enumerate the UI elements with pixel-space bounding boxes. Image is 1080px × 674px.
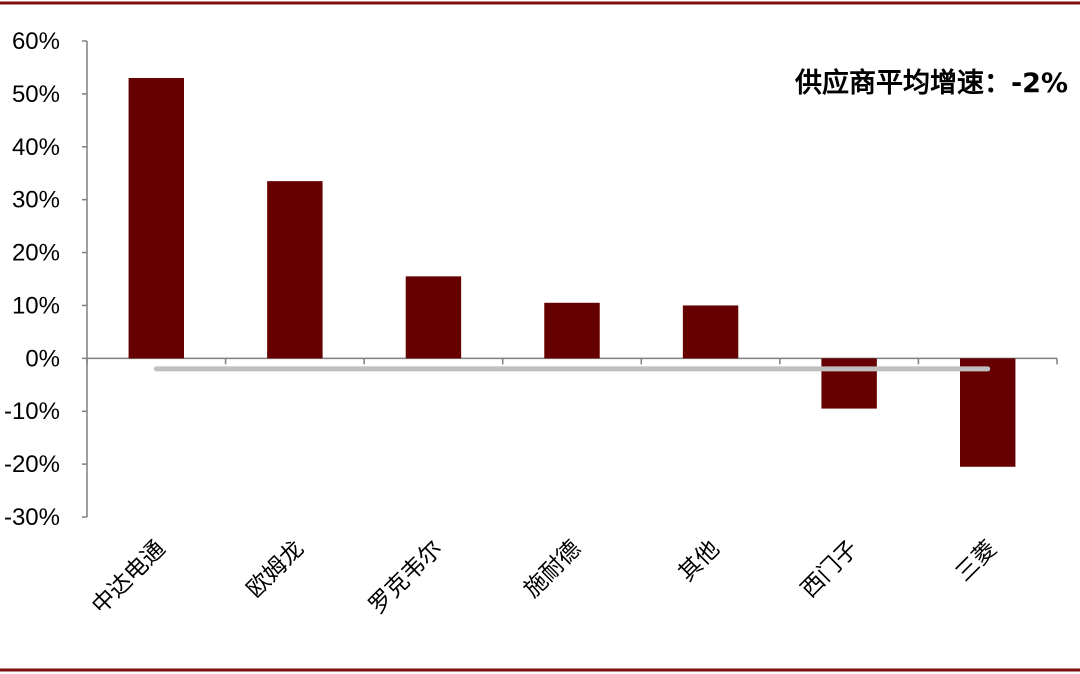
bar-6 [821,358,877,409]
bar-2 [267,181,323,359]
y-tick-label: -30% [4,504,60,531]
x-tick-label: 三菱 [951,536,1002,587]
y-tick-label: 30% [12,187,60,214]
x-tick-label: 施耐德 [519,536,586,603]
x-tick-label: 西门子 [796,536,863,603]
x-tick-label: 中达电通 [87,536,170,619]
x-tick-label: 欧姆龙 [242,536,309,603]
bar-1 [128,78,184,359]
bars [128,78,1016,467]
x-tick-label: 其他 [674,536,725,587]
y-tick-label: 20% [12,240,60,267]
y-tick-label: 40% [12,134,60,161]
bar-5 [682,305,739,359]
x-tick-label: 罗克韦尔 [364,536,447,619]
axes [82,40,1058,518]
y-tick-label: 50% [12,81,60,108]
x-tick-labels: 中达电通 欧姆龙 罗克韦尔 施耐德 其他 西门子 三菱 [87,536,1002,619]
average-annotation: 供应商平均增速：-2% [794,67,1068,99]
y-tick-label: -10% [4,398,60,425]
y-tick-label: 0% [25,345,60,372]
y-tick-labels: 60% 50% 40% 30% 20% 10% 0% -10% -20% -30% [4,28,60,531]
bar-3 [405,276,462,359]
bar-4 [544,302,600,359]
bar-7 [960,358,1016,467]
y-tick-label: 60% [12,28,60,55]
y-tick-label: 10% [12,292,60,319]
y-tick-label: -20% [4,451,60,478]
